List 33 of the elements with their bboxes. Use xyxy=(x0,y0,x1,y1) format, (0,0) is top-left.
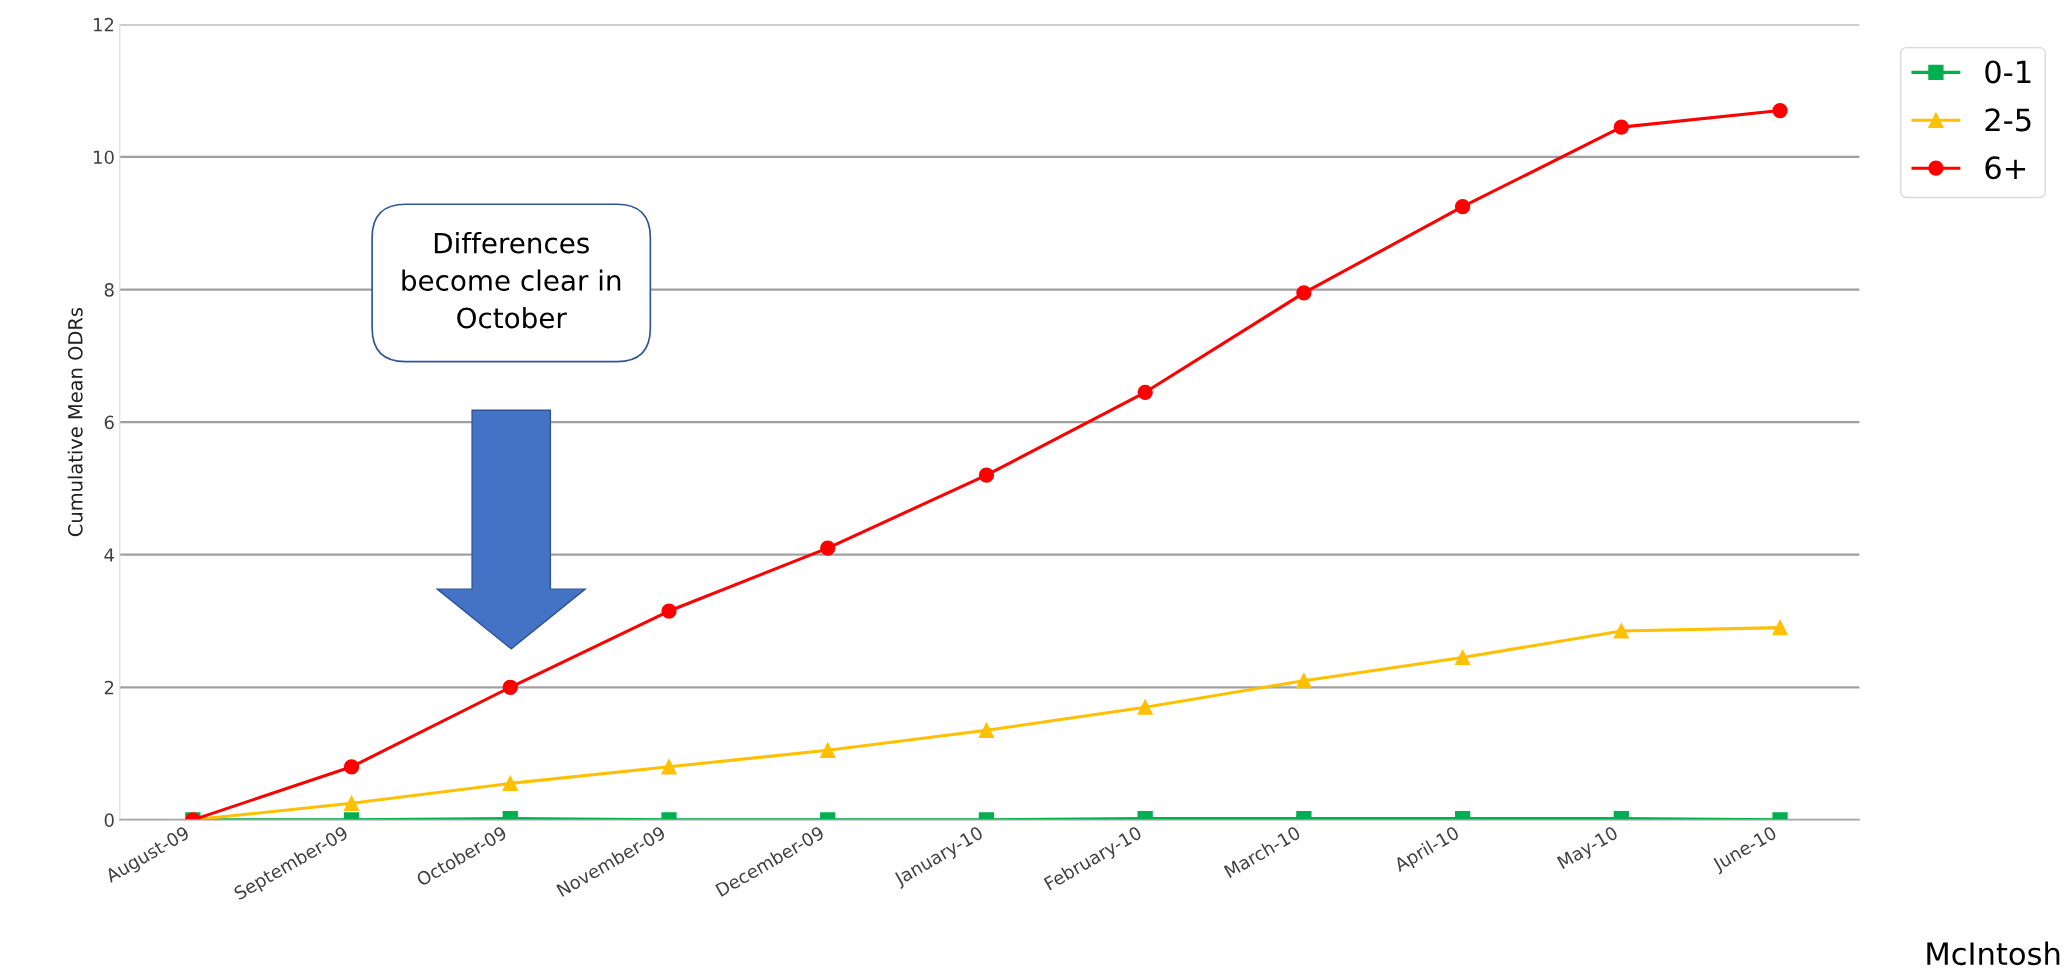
point xyxy=(978,722,995,738)
y-tick-label: 8 xyxy=(104,283,114,297)
y-tick-label: 10 xyxy=(93,150,114,165)
point xyxy=(1137,384,1153,400)
point xyxy=(502,775,518,792)
point xyxy=(1772,102,1788,119)
point xyxy=(978,467,995,483)
legend-label: 2-5 xyxy=(1985,108,2031,132)
point xyxy=(343,759,360,775)
point xyxy=(1772,619,1788,636)
point xyxy=(1613,623,1629,639)
point xyxy=(1454,649,1471,666)
point xyxy=(820,742,836,758)
point xyxy=(502,679,518,695)
text: McIntosh xyxy=(1927,941,2060,966)
point xyxy=(1296,672,1312,689)
point xyxy=(343,795,360,811)
y-tick-label: 6 xyxy=(104,415,114,430)
legend-label: 0-1 xyxy=(1985,60,2031,84)
y-tick-label: 0 xyxy=(104,813,114,827)
y-axis-title: Cumulative Mean ODRs xyxy=(67,307,83,537)
point xyxy=(1454,199,1471,215)
annotation: Differences become clear in October xyxy=(402,232,621,329)
point xyxy=(1613,119,1629,135)
point xyxy=(1137,699,1153,715)
y-tick-label: 2 xyxy=(104,680,114,695)
point xyxy=(1296,285,1312,301)
legend-label: 6+ xyxy=(1985,156,2026,180)
point xyxy=(661,603,677,619)
point xyxy=(661,759,677,775)
point xyxy=(820,540,836,556)
y-tick-label: 4 xyxy=(104,548,114,562)
y-tick-label: 12 xyxy=(93,17,114,32)
